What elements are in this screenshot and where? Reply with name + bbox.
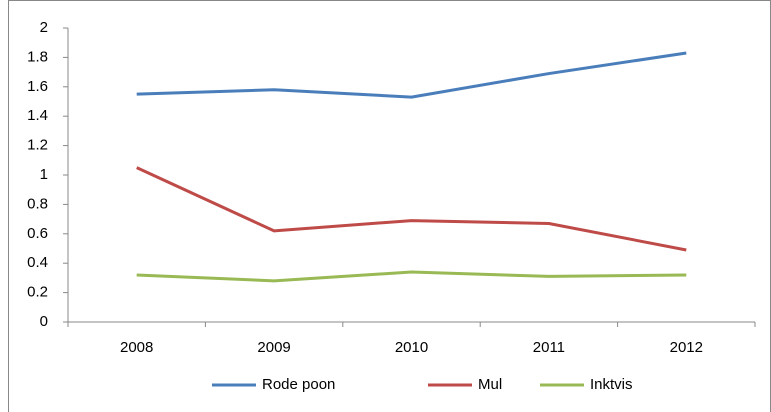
y-tick-label: 1 — [40, 166, 48, 183]
y-tick-label: 0.2 — [27, 284, 48, 301]
line-series — [136, 51, 687, 99]
x-tick-label: 2010 — [395, 339, 428, 356]
line-series — [136, 270, 687, 283]
x-tick-label: 2012 — [670, 339, 703, 356]
x-tick-label: 2009 — [257, 339, 290, 356]
y-tick-label: 1.6 — [27, 78, 48, 95]
x-tick-label: 2008 — [120, 339, 153, 356]
y-tick-label: 1.8 — [27, 48, 48, 65]
y-tick-label: 0.4 — [27, 254, 48, 271]
y-tick-label: 0 — [40, 313, 48, 330]
y-tick-label: 1.4 — [27, 107, 48, 124]
line-series — [136, 166, 687, 252]
y-tick-label: 0.8 — [27, 195, 48, 212]
y-tick-label: 2 — [40, 19, 48, 36]
x-tick-label: 2011 — [533, 339, 565, 356]
legend-label: Mul — [478, 376, 502, 393]
y-tick-label: 0.6 — [27, 225, 48, 242]
legend-label: Rode poon — [262, 376, 335, 393]
legend-label: Inktvis — [590, 376, 633, 393]
y-tick-label: 1.2 — [27, 137, 48, 154]
